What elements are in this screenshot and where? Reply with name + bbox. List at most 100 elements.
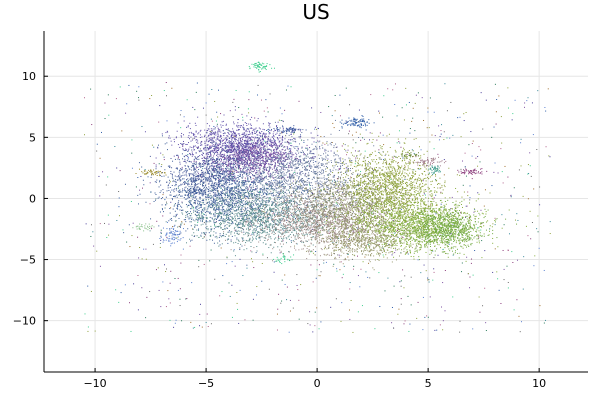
cluster-point <box>187 126 189 128</box>
cluster-point <box>186 170 188 172</box>
cluster-point <box>241 133 243 135</box>
scatter-point <box>448 243 450 245</box>
cluster-point <box>269 122 271 124</box>
cluster-point <box>226 152 228 154</box>
cluster-point <box>253 144 255 146</box>
cluster-point <box>253 224 255 226</box>
cluster-point <box>243 139 245 141</box>
cluster-point <box>259 155 261 157</box>
cluster-point <box>198 210 200 211</box>
cluster-point <box>184 198 186 200</box>
cluster-point <box>274 145 276 147</box>
cluster-point <box>210 198 212 200</box>
cluster-point <box>192 178 194 180</box>
cluster-point <box>270 185 272 187</box>
cluster-point <box>254 189 256 191</box>
cluster-point <box>255 216 257 218</box>
cluster-point <box>249 225 251 227</box>
cluster-point <box>272 210 274 212</box>
cluster-point <box>247 135 248 137</box>
cluster-point <box>227 201 229 203</box>
cluster-point <box>246 142 248 144</box>
cluster-point <box>185 182 187 184</box>
cluster-point <box>260 202 262 204</box>
cluster-point <box>289 200 291 202</box>
cluster-point <box>234 186 236 188</box>
cluster-point <box>266 193 268 195</box>
cluster-point <box>224 211 226 213</box>
cluster-point <box>278 194 280 196</box>
scatter-point <box>129 246 131 248</box>
cluster-point <box>220 146 222 148</box>
cluster-point <box>224 150 226 152</box>
cluster-point <box>249 212 251 214</box>
cluster-point <box>214 128 216 130</box>
cluster-point <box>207 130 209 132</box>
cluster-point <box>222 184 224 186</box>
cluster-point <box>314 173 316 175</box>
cluster-point <box>248 230 250 232</box>
cluster-point <box>267 226 269 228</box>
scatter-point <box>539 204 541 206</box>
cluster-point <box>277 239 279 241</box>
cluster-point <box>215 226 217 228</box>
scatter-point <box>362 137 364 139</box>
cluster-point <box>266 149 268 151</box>
cluster-point <box>201 180 203 182</box>
cluster-point <box>226 156 228 158</box>
cluster-point <box>213 159 215 161</box>
cluster-point <box>204 145 206 147</box>
cluster-point <box>255 207 257 209</box>
scatter-point <box>433 148 435 150</box>
cluster-point <box>161 175 163 177</box>
scatter-point <box>494 248 496 250</box>
scatter-point <box>212 141 214 143</box>
cluster-point <box>217 193 219 195</box>
cluster-point <box>241 161 243 163</box>
scatter-point <box>485 99 487 101</box>
cluster-point <box>213 136 215 138</box>
cluster-point <box>212 218 213 220</box>
scatter-point <box>207 326 209 328</box>
cluster-point <box>214 151 216 153</box>
scatter-point <box>311 107 313 109</box>
cluster-point <box>270 142 272 144</box>
scatter-point <box>171 87 173 89</box>
cluster-point <box>264 168 266 170</box>
cluster-point <box>283 212 285 214</box>
cluster-point <box>244 164 246 166</box>
cluster-point <box>296 214 298 216</box>
scatter-point <box>549 156 551 158</box>
cluster-point <box>200 205 202 207</box>
cluster-point <box>253 164 255 166</box>
scatter-point <box>85 223 87 225</box>
cluster-point <box>273 231 275 233</box>
cluster-point <box>301 241 303 243</box>
cluster-point <box>168 135 170 137</box>
scatter-point <box>459 320 461 322</box>
cluster-point <box>295 218 296 220</box>
cluster-point <box>176 130 178 132</box>
scatter-point <box>210 197 212 199</box>
cluster-point <box>252 145 254 147</box>
cluster-point <box>265 162 267 164</box>
scatter-point <box>203 222 205 224</box>
cluster-point <box>241 159 243 161</box>
cluster-point <box>190 161 192 163</box>
cluster-point <box>281 234 283 236</box>
cluster-point <box>232 160 234 162</box>
cluster-point <box>222 185 224 187</box>
cluster-point <box>220 175 222 177</box>
cluster-point <box>185 154 187 156</box>
cluster-point <box>203 214 205 216</box>
cluster-point <box>262 146 264 148</box>
cluster-point <box>262 190 264 192</box>
cluster-point <box>210 229 212 231</box>
cluster-point <box>226 209 228 211</box>
scatter-point <box>379 306 381 308</box>
cluster-point <box>159 180 161 182</box>
cluster-point <box>171 184 173 186</box>
cluster-point <box>230 145 232 147</box>
cluster-point <box>180 136 182 138</box>
cluster-point <box>226 239 228 241</box>
